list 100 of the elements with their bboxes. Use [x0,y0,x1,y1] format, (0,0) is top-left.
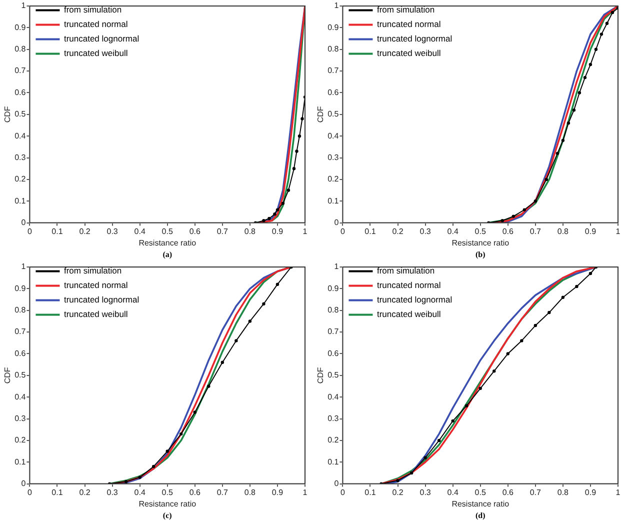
y-axis-title: CDF [316,106,326,123]
y-tick-label: 0.2 [328,174,340,184]
y-tick-label: 0.5 [14,370,26,380]
y-axis-title: CDF [3,367,12,384]
y-tick-label: 0.7 [328,66,340,76]
x-tick-label: 0.6 [502,488,514,497]
y-tick-label: 0.6 [328,348,340,358]
y-tick-label: 0.8 [14,44,26,54]
y-axis-title: CDF [316,367,326,384]
y-tick-label: 0 [21,218,26,228]
x-tick-label: 0.3 [420,226,432,236]
x-tick-label: 0 [27,226,32,236]
text: (d) [475,511,486,520]
y-tick-label: 0.6 [328,88,340,97]
y-tick-label: 0.9 [328,22,340,32]
legend-label: truncated weibull [64,309,128,320]
y-tick-label: 0 [21,479,26,488]
y-tick-label: 0.5 [14,110,26,119]
legend-label: truncated weibull [64,48,128,58]
x-tick-label: 0.4 [447,488,459,497]
text: (c) [162,511,172,520]
legend-label: truncated lognormal [376,294,452,305]
x-axis-title: Resistance ratio [138,238,197,248]
x-tick-label: 0.2 [79,488,91,497]
x-tick-label: 0.5 [162,226,174,236]
y-tick-label: 0.9 [14,284,26,293]
legend-label: truncated normal [64,19,128,30]
y-tick-label: 0.4 [14,392,26,402]
y-tick-label: 0.3 [328,152,340,162]
x-tick-label: 0.6 [189,488,201,497]
y-tick-label: 0.1 [14,457,26,466]
x-tick-label: 0.1 [52,226,64,236]
legend-label: truncated weibull [376,48,441,58]
y-tick-label: 0 [334,218,340,228]
legend-label: from simulation [376,266,435,276]
y-tick-label: 0.4 [328,131,340,140]
y-tick-label: 0.1 [328,457,340,466]
y-tick-label: 0.4 [14,131,26,140]
y-tick-label: 0.8 [328,306,340,315]
x-tick-label: 0.8 [557,488,570,497]
x-axis-title: Resistance ratio [452,238,510,248]
y-tick-label: 0.2 [14,436,26,445]
legend-label: truncated normal [64,280,128,290]
legend-label: truncated lognormal [64,294,140,305]
x-tick-label: 0.9 [584,226,597,236]
x-tick-label: 0.3 [106,488,118,497]
x-tick-label: 0.9 [272,226,284,236]
y-tick-label: 0.8 [14,306,26,315]
x-axis-title: Resistance ratio [138,499,197,508]
text: (a) [162,250,172,260]
x-tick-label: 0.2 [392,488,404,497]
legend-label: from simulation [64,266,122,276]
x-tick-label: 0.7 [216,488,229,497]
x-tick-label: 0.5 [474,226,486,236]
legend-label: truncated weibull [376,309,441,320]
x-tick-label: 1 [302,226,308,236]
x-tick-label: 0.9 [584,488,597,497]
x-tick-label: 1 [616,226,621,236]
y-tick-label: 1 [21,262,26,272]
y-tick-label: 0.3 [14,152,26,162]
y-tick-label: 1 [334,262,340,272]
x-tick-label: 0.2 [79,226,91,236]
x-tick-label: 0.4 [134,226,146,236]
y-tick-label: 0.7 [14,327,26,336]
x-tick-label: 0 [340,488,346,497]
x-tick-label: 0.6 [189,226,201,236]
x-tick-label: 0.5 [162,488,174,497]
legend-label: truncated lognormal [376,34,452,44]
y-tick-label: 0.2 [328,436,340,445]
y-tick-label: 1 [334,1,340,10]
x-tick-label: 0.8 [244,226,256,236]
y-tick-label: 0.6 [14,348,26,358]
x-tick-label: 0.1 [364,226,376,236]
x-tick-label: 0.7 [530,488,542,497]
y-tick-label: 0.4 [328,392,340,402]
legend-label: from simulation [376,4,435,15]
x-tick-label: 0.8 [244,488,256,497]
x-tick-label: 0.6 [502,226,514,236]
y-tick-label: 0.6 [14,88,26,97]
y-tick-label: 0.3 [328,414,340,423]
x-tick-label: 0.2 [392,226,404,236]
y-tick-label: 0.5 [328,370,340,380]
y-axis-title: CDF [3,106,12,123]
text: (b) [475,250,486,260]
x-tick-label: 0.3 [420,488,432,497]
y-tick-label: 0.9 [328,284,340,293]
legend-label: truncated normal [376,280,441,290]
x-tick-label: 0.3 [106,226,118,236]
y-tick-label: 0 [334,479,340,488]
x-tick-label: 0.4 [134,488,146,497]
y-tick-label: 0.2 [14,174,26,184]
x-tick-label: 0 [27,488,32,497]
x-tick-label: 0 [340,226,346,236]
y-tick-label: 1 [21,1,26,10]
y-tick-label: 0.3 [14,414,26,423]
x-tick-label: 0.5 [474,488,486,497]
legend-label: truncated normal [376,19,441,30]
x-axis-title: Resistance ratio [452,499,510,508]
legend-label: from simulation [64,4,122,15]
x-tick-label: 0.1 [52,488,64,497]
